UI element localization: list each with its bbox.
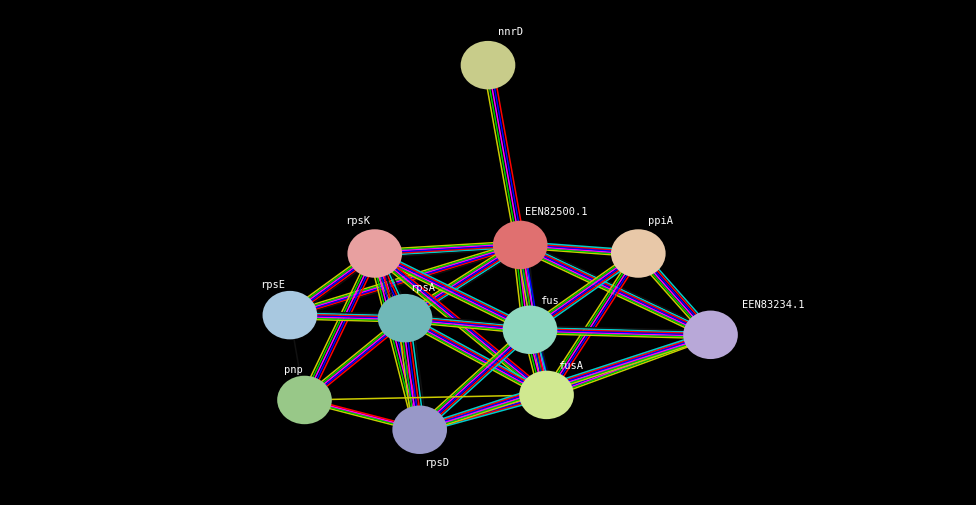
Text: fus: fus — [540, 295, 558, 306]
Text: EEN82500.1: EEN82500.1 — [525, 207, 588, 217]
Ellipse shape — [277, 376, 332, 424]
Ellipse shape — [378, 294, 432, 342]
Ellipse shape — [493, 221, 548, 269]
Ellipse shape — [519, 371, 574, 419]
Text: fusA: fusA — [558, 361, 584, 371]
Text: rpsK: rpsK — [345, 216, 370, 226]
Ellipse shape — [392, 406, 447, 454]
Ellipse shape — [263, 291, 317, 339]
Text: rpsE: rpsE — [260, 280, 285, 290]
Ellipse shape — [347, 229, 402, 278]
Ellipse shape — [503, 306, 557, 354]
Text: ppiA: ppiA — [648, 216, 673, 226]
Ellipse shape — [683, 311, 738, 359]
Ellipse shape — [611, 229, 666, 278]
Text: rpsD: rpsD — [425, 458, 450, 468]
Text: nnrD: nnrD — [498, 27, 523, 37]
Text: pnp: pnp — [284, 365, 303, 375]
Text: EEN83234.1: EEN83234.1 — [742, 299, 804, 310]
Text: rpsA: rpsA — [410, 283, 435, 293]
Ellipse shape — [461, 41, 515, 89]
